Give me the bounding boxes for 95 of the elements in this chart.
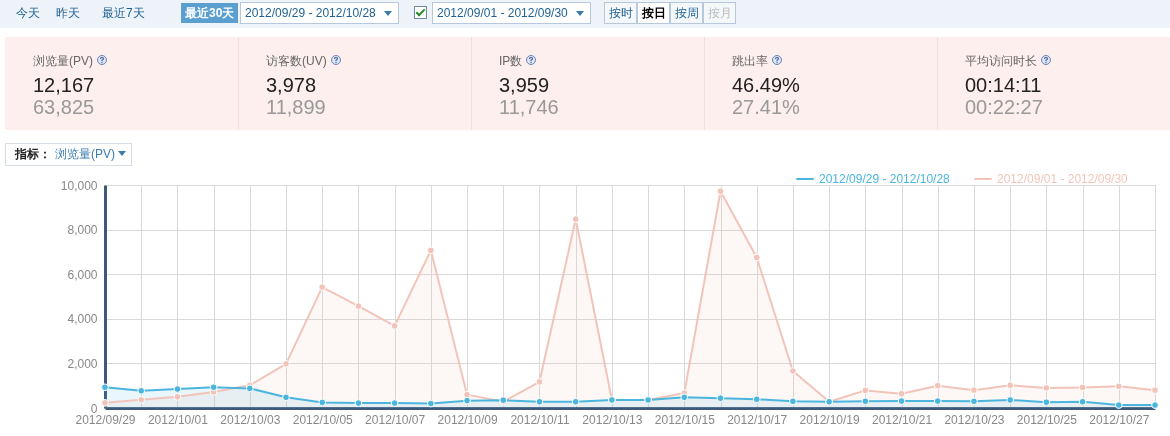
point: [897, 389, 906, 398]
text: 指标：: [15, 147, 51, 161]
point: [354, 399, 363, 407]
text: 63,825: [33, 96, 95, 119]
point: [463, 396, 471, 405]
point: [970, 386, 978, 395]
text: 3,959: [499, 74, 550, 97]
text: IP数: [499, 53, 524, 70]
point: [1078, 383, 1087, 392]
point: [1114, 382, 1123, 391]
x-tick-label: 2012/10/01: [147, 412, 209, 427]
text: 跳出率: [732, 53, 769, 70]
point: [861, 386, 870, 395]
point: [137, 395, 146, 404]
point: [933, 397, 942, 405]
x-tick-label: 2012/10/09: [437, 412, 498, 427]
point: [1006, 381, 1015, 390]
point: [752, 395, 761, 404]
text: 浏览量(PV): [33, 53, 94, 70]
point: [571, 397, 580, 406]
text: 最近30天: [181, 3, 239, 23]
point: [173, 393, 182, 401]
point: [209, 383, 218, 392]
text: 最近7天: [101, 5, 146, 22]
x-tick-label: 2012/10/05: [292, 412, 354, 427]
point: [1151, 386, 1159, 395]
text: 3,978: [266, 74, 317, 97]
text: 访客数(UV): [266, 53, 328, 70]
text: 11,746: [499, 96, 559, 119]
text: 11,899: [266, 96, 326, 119]
point: [535, 397, 544, 406]
point: [101, 383, 109, 392]
y-tick-label: 10,000: [60, 178, 98, 193]
x-tick-label: 2012/10/23: [944, 412, 1005, 427]
text: 今天: [15, 5, 41, 22]
x-tick-label: 2012/10/15: [654, 412, 716, 427]
x-tick-label: 2012/10/27: [1089, 412, 1150, 427]
x-tick-label: 2012/10/21: [872, 412, 933, 427]
x-tick-label: 2012/10/17: [727, 412, 788, 427]
text: 2012/09/01 - 2012/09/30: [432, 2, 591, 24]
text: 平均访问时长: [965, 53, 1038, 70]
point: [1042, 398, 1051, 407]
text: 12,167: [33, 74, 95, 97]
point: [390, 399, 399, 407]
text: 00:22:27: [965, 96, 1043, 119]
point: [861, 397, 870, 406]
point: [535, 378, 544, 386]
y-tick-label: 6,000: [67, 267, 98, 282]
legend-label: 2012/09/01 - 2012/09/30: [997, 172, 1129, 186]
point: [173, 385, 182, 393]
x-tick-label: 2012/10/19: [799, 412, 860, 427]
text: 46.49%: [732, 74, 800, 97]
point: [1151, 401, 1159, 409]
point: [680, 393, 689, 402]
point: [282, 393, 290, 402]
text: 按时: [604, 2, 637, 24]
point: [137, 386, 146, 395]
text: 浏览量(PV): [55, 147, 115, 161]
text: 昨天: [55, 5, 81, 22]
x-tick-label: 2012/10/03: [220, 412, 281, 427]
point: [1078, 397, 1087, 406]
point: [571, 215, 580, 223]
text: 按月: [703, 2, 736, 24]
point: [789, 397, 797, 406]
point: [427, 399, 435, 408]
text: 00:14:11: [965, 74, 1042, 97]
x-tick-label: 2012/10/13: [582, 412, 643, 427]
point: [282, 360, 290, 368]
point: [318, 398, 327, 407]
point: [354, 302, 363, 310]
point: [318, 283, 327, 291]
point: [1114, 401, 1123, 409]
point: [101, 399, 109, 407]
text: 按日: [637, 2, 670, 24]
point: [390, 322, 399, 330]
point: [716, 187, 725, 196]
point: [716, 394, 725, 403]
text: 27.41%: [732, 96, 800, 119]
point: [427, 246, 435, 255]
point: [789, 367, 797, 375]
x-tick-label: 2012/10/07: [365, 412, 426, 427]
x-tick-label: 2012/10/11: [510, 412, 570, 427]
y-tick-label: 8,000: [67, 223, 98, 238]
point: [1042, 384, 1051, 392]
point: [1006, 396, 1015, 404]
point: [970, 397, 978, 406]
y-tick-label: 2,000: [67, 356, 98, 371]
point: [933, 381, 942, 390]
text: 2012/09/29 - 2012/10/28: [240, 2, 399, 24]
y-tick-label: 4,000: [67, 312, 98, 327]
legend-label: 2012/09/29 - 2012/10/28: [819, 172, 951, 186]
point: [752, 253, 761, 262]
x-tick-label: 2012/10/25: [1016, 412, 1078, 427]
text: 按周: [670, 2, 703, 24]
point: [897, 397, 906, 405]
